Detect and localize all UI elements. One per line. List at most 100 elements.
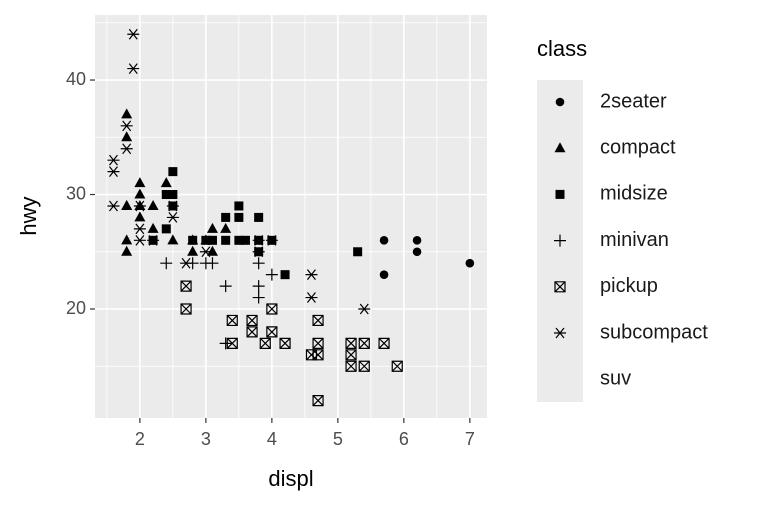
legend-label: compact	[600, 136, 676, 158]
point	[246, 314, 258, 327]
x-tick-label: 4	[267, 429, 277, 449]
y-tick-label: 20	[66, 298, 86, 318]
point	[134, 199, 146, 210]
point	[465, 258, 475, 268]
x-tick-label: 2	[135, 429, 145, 449]
point	[127, 28, 140, 40]
point	[280, 270, 290, 280]
point	[358, 337, 370, 349]
point	[120, 143, 133, 155]
x-tick-label: 6	[399, 429, 409, 449]
point	[168, 190, 178, 200]
point	[379, 236, 389, 245]
point	[166, 212, 179, 223]
point	[234, 201, 244, 211]
point	[252, 280, 265, 293]
point	[187, 245, 199, 256]
point	[166, 200, 179, 212]
point	[254, 212, 264, 222]
point	[378, 337, 390, 349]
legend-title: class	[537, 36, 587, 61]
point	[252, 291, 265, 304]
point	[312, 314, 324, 327]
point	[226, 314, 238, 327]
point	[121, 234, 133, 245]
point	[188, 235, 198, 245]
point	[234, 235, 244, 245]
point	[220, 222, 232, 233]
point	[120, 120, 133, 132]
point	[127, 63, 140, 74]
point	[219, 337, 232, 350]
point	[312, 337, 324, 349]
point	[180, 257, 193, 269]
legend-label: pickup	[600, 275, 658, 297]
x-tick-label: 5	[333, 429, 343, 449]
point	[133, 234, 146, 246]
x-tick-label: 7	[465, 429, 475, 449]
point	[358, 303, 371, 315]
point	[412, 247, 422, 257]
legend-label: 2seater	[600, 90, 667, 112]
point	[199, 246, 212, 258]
point	[160, 257, 173, 270]
legend-label: subcompact	[600, 321, 708, 343]
y-tick-label: 30	[66, 183, 86, 203]
point	[305, 292, 318, 303]
legend-key	[555, 97, 565, 107]
y-tick-label: 40	[66, 69, 86, 89]
point	[266, 303, 278, 315]
point	[391, 360, 403, 372]
point	[134, 211, 146, 222]
point	[147, 199, 159, 210]
point	[121, 108, 133, 119]
point	[133, 223, 146, 235]
point	[168, 167, 178, 177]
point	[180, 303, 192, 315]
point	[147, 222, 159, 233]
panel	[95, 15, 487, 418]
point	[412, 236, 422, 245]
point	[252, 234, 265, 246]
point	[252, 246, 265, 258]
legend-label: midsize	[600, 183, 668, 205]
point	[353, 247, 363, 257]
point	[133, 200, 146, 212]
point	[206, 245, 218, 256]
point	[345, 337, 357, 349]
point	[147, 234, 160, 246]
legend-label: suv	[600, 367, 631, 389]
point	[234, 212, 244, 222]
legend-key	[555, 189, 565, 199]
point	[345, 360, 357, 372]
point	[201, 235, 211, 245]
point	[134, 188, 146, 199]
x-axis-title: displ	[268, 466, 313, 491]
point	[252, 257, 265, 270]
point	[167, 234, 179, 245]
point	[107, 200, 120, 212]
legend-key	[554, 234, 566, 247]
point	[379, 270, 389, 279]
point	[121, 199, 133, 210]
legend-label: minivan	[600, 229, 669, 251]
point	[107, 154, 120, 166]
point	[226, 337, 238, 349]
point	[345, 349, 357, 361]
point	[121, 245, 133, 256]
point	[265, 268, 278, 281]
legend-key	[554, 327, 566, 339]
point	[312, 394, 324, 407]
point	[134, 177, 146, 188]
point	[219, 280, 232, 293]
point	[161, 224, 171, 234]
point	[305, 269, 318, 281]
point	[206, 257, 219, 270]
point	[279, 337, 291, 349]
point	[206, 222, 218, 233]
x-tick-label: 3	[201, 429, 211, 449]
point	[221, 212, 231, 222]
point	[161, 190, 171, 200]
point	[265, 234, 278, 246]
